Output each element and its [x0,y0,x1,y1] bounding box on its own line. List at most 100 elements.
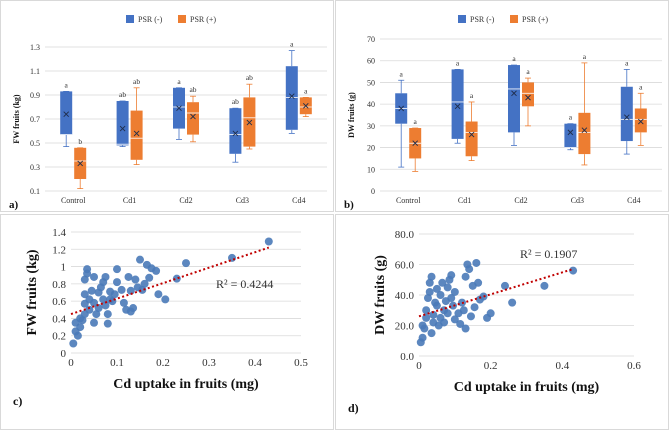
data-point [126,286,135,295]
x-tick-label: Control [61,196,86,205]
y-tick-label: 0.0 [400,351,414,363]
x-tick-label: 0.5 [294,357,308,369]
mean-marker [511,90,517,97]
data-point [427,272,436,281]
mean-marker [581,127,588,134]
significance-letter: a [569,113,573,122]
data-point [474,278,483,287]
y-tick-label: 0.1 [30,187,40,196]
data-point [425,287,434,296]
data-point [427,329,436,338]
box-psr-neg [60,91,73,135]
box-psr-neg [451,69,464,139]
mean-marker [176,105,182,112]
x-tick-label: Cd4 [627,196,640,205]
data-point [420,324,429,333]
legend-swatch-psr-pos [178,15,186,23]
x-tick-label: 0.4 [248,357,262,369]
box-psr-pos [187,102,199,135]
data-point [501,281,509,290]
legend-swatch-psr-pos [510,15,518,23]
box-psr-pos [465,121,478,157]
x-tick-label: 0 [416,360,422,372]
legend-label-psr-neg: PSR (-) [138,15,163,24]
significance-letter: ab [189,85,196,94]
data-point [449,301,458,310]
data-point [80,290,89,299]
data-point [423,294,432,303]
y-tick-label: 0.3 [30,163,40,172]
data-point [440,318,449,327]
y-tick-label: 20.0 [395,321,415,333]
y-tick-label: 1.3 [30,43,40,52]
significance-letter: a [414,117,418,126]
chart-d: 0.0 20.0 40.0 60.0 80.0 0 0.2 0.4 0.6 R² = 0.1907… [348,229,641,415]
y-tick-label: 1.2 [52,244,66,256]
y-axis-label: DW fruits (g) [373,255,388,335]
data-point [436,291,445,299]
y-axis-label: FW fruits (kg) [25,249,40,335]
box-psr-pos [578,112,591,155]
data-point [443,283,452,292]
mean-marker [302,102,309,109]
mean-marker [190,113,196,120]
significance-letter: a [456,58,460,67]
data-point [456,319,465,328]
x-tick-label: Cd1 [458,196,471,205]
mean-marker [133,130,140,137]
chart-b: 0 10 20 30 40 50 60 70 DW fruits (g) PSR (-) PSR (… [344,15,662,211]
data-point [418,333,427,342]
y-tick-label: 0.6 [52,296,66,308]
y-tick-label: 30 [367,122,375,131]
y-tick-label: 0.5 [30,139,40,148]
data-point [129,304,138,313]
data-point [470,303,479,312]
data-point [172,274,181,283]
mean-marker [288,93,295,100]
y-tick-label: 0.8 [52,279,66,291]
data-point [465,265,474,274]
data-point [90,318,98,327]
data-point [99,295,108,304]
data-point [101,272,110,281]
y-tick-label: 0.7 [30,115,40,124]
panel-label: b) [344,199,354,211]
y-tick-label: 40.0 [395,290,415,302]
data-point [117,285,126,294]
data-point [90,298,98,307]
mean-marker [637,118,644,125]
x-tick-label: Cd1 [123,196,136,205]
legend-label-psr-pos: PSR (+) [190,15,216,24]
data-point [119,298,128,307]
data-point [432,301,441,310]
x-tick-label: Cd4 [292,196,305,205]
box-psr-neg [564,123,577,148]
box-psr-pos [634,108,647,133]
data-point [182,259,190,268]
legend-label-psr-pos: PSR (+) [522,15,548,24]
x-tick-label: 0.2 [484,360,498,372]
panel-d-dw-scatter: 0.0 20.0 40.0 60.0 80.0 0 0.2 0.4 0.6 R² = 0.1907… [335,214,669,430]
mean-marker [63,111,70,118]
r-squared-label: R² = 0.1907 [520,247,577,261]
significance-letter: b [78,137,82,146]
y-tick-label: 0.4 [52,313,66,325]
data-point [443,309,452,318]
data-point [447,271,456,280]
data-point [459,306,468,315]
box-psr-neg [285,66,298,130]
y-axis-label: FW fruits (kg) [12,94,21,144]
data-point [461,324,470,333]
data-point [438,278,447,287]
data-point [540,281,549,290]
data-point [131,275,140,284]
significance-letter: a [526,67,530,76]
box-psr-pos [522,82,534,107]
chart-c: 0 0.2 0.4 0.6 0.8 1 1.2 1.4 0 0.1 0.2 0.3 0.4 0.5 R² =… [13,227,308,408]
y-tick-label: 0 [371,187,375,196]
trendline [70,246,270,316]
x-tick-label: 0.2 [156,357,170,369]
y-tick-label: 80.0 [395,229,415,241]
x-tick-label: 0.6 [627,360,641,372]
mean-marker [468,131,475,138]
